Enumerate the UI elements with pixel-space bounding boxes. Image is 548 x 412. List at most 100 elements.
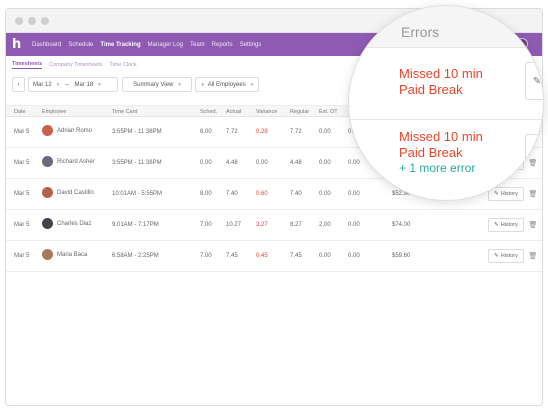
cell-variance: 0.28	[256, 129, 268, 135]
cell-time-card: 10:01AM - 5:55PM	[112, 191, 163, 197]
history-button[interactable]: ✎History	[488, 218, 524, 232]
cell-sched: 8.00	[200, 191, 212, 197]
history-label: History	[500, 253, 518, 259]
tab-timesheets[interactable]: Timesheets	[12, 61, 43, 69]
date-range-picker[interactable]: Mar 12 ▾ – Mar 18 ▾	[28, 77, 118, 92]
sub-navigation: Timesheets Company Timesheets Time Clock	[6, 56, 542, 74]
cell-extra: 0.00	[348, 222, 360, 228]
error-message: Missed 10 min Paid Break	[399, 66, 483, 97]
table-row[interactable]: Mar 5 9:01AM - 7:17PM 7.00 10.27 3.27 8.27 2.0…	[6, 210, 542, 241]
avatar	[42, 125, 53, 136]
cell-est-ot: 0.00	[319, 160, 331, 166]
cell-regular: 8.27	[290, 222, 302, 228]
filter-icon: ▼	[200, 82, 205, 87]
trash-icon[interactable]: 🗑	[528, 253, 538, 260]
cell-time-card: 3:55PM - 11:38PM	[112, 129, 162, 135]
column-header[interactable]: Est. OT	[319, 109, 338, 115]
view-select-value: Summary View	[133, 81, 174, 88]
employee-name[interactable]: Charles Diaz	[57, 220, 92, 227]
column-header[interactable]: Employee	[42, 109, 67, 115]
column-header[interactable]: Sched.	[200, 109, 218, 115]
nav-item-team[interactable]: Team	[190, 41, 205, 48]
table-row[interactable]: Mar 5 10:01AM - 5:55PM 8.00 7.40 0.60 7.40 0.0…	[6, 179, 542, 210]
trash-icon[interactable]: 🗑	[528, 191, 538, 198]
nav-item-dashboard[interactable]: Dashboard	[32, 41, 62, 48]
errors-header: Errors	[349, 6, 543, 48]
column-header[interactable]: Date	[14, 109, 26, 115]
cell-date: Mar 5	[14, 253, 30, 259]
cell-date: Mar 5	[14, 191, 30, 197]
cell-est-ot: 0.00	[319, 191, 331, 197]
column-header[interactable]: Regular	[290, 109, 310, 115]
cell-variance: 0.00	[256, 160, 268, 166]
employee-name[interactable]: David Castillo	[57, 189, 94, 196]
start-date[interactable]: Mar 12	[33, 81, 52, 88]
cell-amount: $52.90	[392, 191, 411, 197]
cell-variance: 0.60	[256, 191, 268, 197]
employee-cell[interactable]: Maria Baca	[42, 249, 87, 260]
cell-variance: 0.45	[256, 253, 268, 259]
cell-sched: 0.00	[200, 160, 212, 166]
chevron-left-icon: ‹	[17, 81, 20, 88]
view-select[interactable]: Summary View ▾	[122, 77, 192, 92]
table-row[interactable]: Mar 5 6:58AM - 2:25PM 7.00 7.45 0.45 7.45 0.00…	[6, 241, 542, 272]
edit-icon: ✎	[532, 147, 542, 159]
chevron-down-icon: ▾	[98, 81, 101, 88]
edit-icon: ✎	[494, 222, 499, 228]
employee-name[interactable]: Adrian Romo	[57, 127, 93, 134]
cell-amount: $74.00	[392, 222, 411, 228]
history-label: History	[500, 222, 518, 228]
tab-company-timesheets[interactable]: Company Timesheets	[49, 62, 103, 68]
avatar	[42, 218, 53, 229]
nav-item-schedule[interactable]: Schedule	[68, 41, 94, 48]
cell-date: Mar 5	[14, 160, 30, 166]
nav-item-time-tracking[interactable]: Time Tracking	[100, 41, 141, 48]
employee-name[interactable]: Richard Asher	[57, 158, 95, 165]
errors-magnifier: Errors Missed 10 min Paid Break Missed 1…	[348, 5, 544, 201]
column-header[interactable]: Actual	[226, 109, 242, 115]
cell-actual: 4.48	[226, 160, 238, 166]
history-button-zoomed[interactable]: ✎	[525, 134, 543, 172]
end-date[interactable]: Mar 18	[74, 81, 94, 88]
employee-cell[interactable]: David Castillo	[42, 187, 94, 198]
employee-cell[interactable]: Richard Asher	[42, 156, 95, 167]
cell-regular: 4.48	[290, 160, 302, 166]
homebase-logo[interactable]: h	[12, 37, 22, 52]
cell-extra: 0.00	[348, 253, 360, 259]
chevron-down-icon: ▾	[56, 81, 60, 88]
cell-est-ot: 2.00	[319, 222, 331, 228]
employee-cell[interactable]: Charles Diaz	[42, 218, 91, 229]
tab-time-clock[interactable]: Time Clock	[109, 62, 137, 68]
error-message: Missed 10 min Paid Break	[399, 129, 483, 160]
more-errors-link[interactable]: + 1 more error	[399, 161, 476, 175]
cell-actual: 7.45	[226, 253, 238, 259]
employee-filter-select[interactable]: ▼ All Employees ▾	[195, 77, 259, 92]
nav-item-manager-log[interactable]: Manager Log	[147, 41, 183, 48]
employee-name[interactable]: Maria Baca	[57, 251, 88, 258]
cell-est-ot: 0.00	[319, 129, 331, 135]
column-header[interactable]: Variance	[256, 109, 278, 115]
cell-sched: 7.00	[200, 253, 212, 259]
close-window-dot[interactable]	[15, 17, 23, 25]
nav-item-settings[interactable]: Settings	[239, 41, 262, 48]
column-header[interactable]: Time Card	[112, 109, 138, 115]
prev-week-button[interactable]: ‹	[12, 77, 25, 92]
trash-icon[interactable]: 🗑	[528, 222, 538, 229]
history-button[interactable]: ✎History	[488, 249, 524, 263]
maximize-window-dot[interactable]	[41, 17, 49, 25]
cell-actual: 7.72	[226, 129, 238, 135]
cell-time-card: 6:58AM - 2:25PM	[112, 253, 159, 259]
history-button[interactable]: ✎History	[488, 187, 524, 201]
history-label: History	[500, 191, 518, 197]
nav-item-reports[interactable]: Reports	[211, 41, 233, 48]
cell-regular: 7.45	[290, 253, 302, 259]
cell-actual: 10.27	[226, 222, 242, 228]
cell-date: Mar 5	[14, 129, 30, 135]
edit-icon: ✎	[494, 253, 499, 259]
employee-cell[interactable]: Adrian Romo	[42, 125, 92, 136]
avatar	[42, 187, 53, 198]
history-button-zoomed[interactable]: ✎	[525, 62, 543, 100]
minimize-window-dot[interactable]	[28, 17, 36, 25]
avatar	[42, 156, 53, 167]
cell-amount: $59.60	[392, 253, 411, 259]
